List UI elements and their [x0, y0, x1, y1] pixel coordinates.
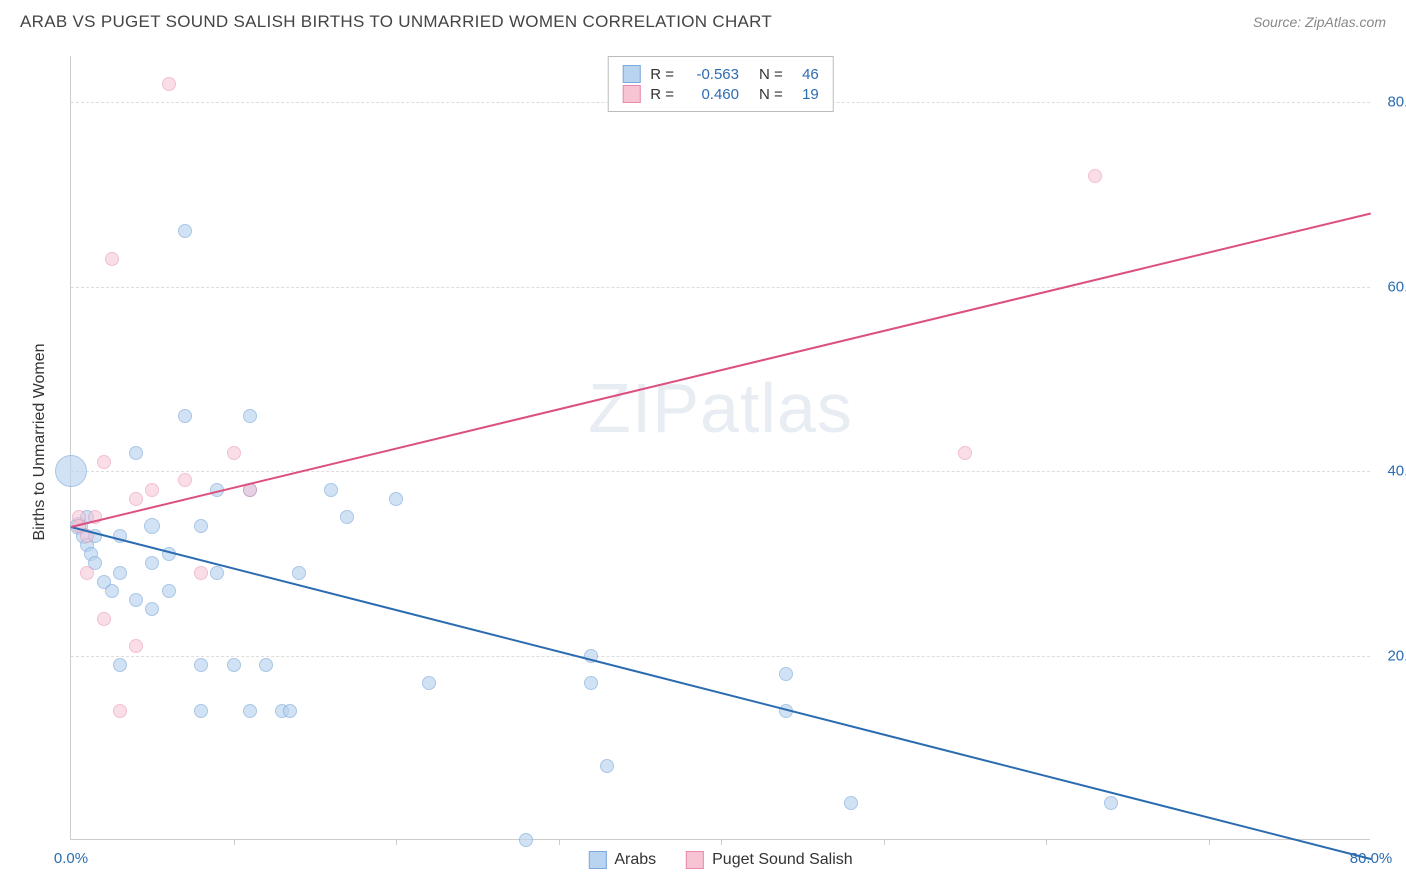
source-label: Source: ZipAtlas.com — [1253, 14, 1386, 30]
legend-n-value: 46 — [793, 66, 819, 83]
data-point — [422, 676, 436, 690]
xtick — [1209, 839, 1210, 845]
data-point — [844, 796, 858, 810]
data-point — [129, 639, 143, 653]
legend-r-label: R = — [650, 66, 674, 83]
watermark: ZIPatlas — [588, 368, 853, 448]
xtick — [1046, 839, 1047, 845]
legend-series-item: Puget Sound Salish — [686, 851, 853, 869]
xtick — [884, 839, 885, 845]
watermark-bold: ZIP — [588, 369, 700, 447]
y-axis-label: Births to Unmarried Women — [31, 343, 49, 540]
data-point — [340, 510, 354, 524]
legend-stat-row: R = 0.460 N = 19 — [622, 85, 819, 103]
data-point — [292, 566, 306, 580]
legend-swatch — [588, 851, 606, 869]
legend-swatch — [622, 65, 640, 83]
data-point — [194, 658, 208, 672]
legend-r-label: R = — [650, 86, 674, 103]
chart-title: ARAB VS PUGET SOUND SALISH BIRTHS TO UNM… — [20, 12, 772, 32]
ytick-label: 20.0% — [1375, 647, 1406, 664]
data-point — [194, 566, 208, 580]
grid-line — [71, 471, 1370, 472]
data-point — [145, 483, 159, 497]
data-point — [113, 566, 127, 580]
data-point — [178, 473, 192, 487]
data-point — [113, 704, 127, 718]
data-point — [210, 566, 224, 580]
data-point — [145, 556, 159, 570]
data-point — [113, 658, 127, 672]
data-point — [389, 492, 403, 506]
data-point — [178, 409, 192, 423]
data-point — [600, 759, 614, 773]
legend-n-value: 19 — [793, 86, 819, 103]
data-point — [519, 833, 533, 847]
xtick — [396, 839, 397, 845]
watermark-light: atlas — [700, 369, 853, 447]
data-point — [105, 252, 119, 266]
legend-n-label: N = — [759, 66, 783, 83]
data-point — [243, 704, 257, 718]
xtick — [559, 839, 560, 845]
plot-area: ZIPatlas R =-0.563N =46R =0.460N =19 Ara… — [70, 56, 1370, 840]
data-point — [145, 602, 159, 616]
data-point — [80, 566, 94, 580]
legend-n-label: N = — [759, 86, 783, 103]
data-point — [97, 455, 111, 469]
xtick — [721, 839, 722, 845]
grid-line — [71, 656, 1370, 657]
data-point — [243, 409, 257, 423]
data-point — [779, 667, 793, 681]
legend-swatch — [622, 85, 640, 103]
ytick-label: 60.0% — [1375, 278, 1406, 295]
trend-line — [71, 526, 1371, 860]
data-point — [162, 584, 176, 598]
legend-series-label: Arabs — [614, 851, 656, 869]
data-point — [259, 658, 273, 672]
data-point — [144, 518, 160, 534]
data-point — [162, 77, 176, 91]
data-point — [227, 446, 241, 460]
legend-swatch — [686, 851, 704, 869]
data-point — [129, 492, 143, 506]
grid-line — [71, 287, 1370, 288]
ytick-label: 40.0% — [1375, 463, 1406, 480]
ytick-label: 80.0% — [1375, 94, 1406, 111]
data-point — [324, 483, 338, 497]
data-point — [105, 584, 119, 598]
legend-series-item: Arabs — [588, 851, 656, 869]
trend-line — [71, 213, 1371, 529]
data-point — [1104, 796, 1118, 810]
legend-r-value: -0.563 — [684, 66, 739, 83]
legend-stat-row: R = -0.563 N = 46 — [622, 65, 819, 83]
xtick — [234, 839, 235, 845]
data-point — [97, 612, 111, 626]
legend-series-label: Puget Sound Salish — [712, 851, 853, 869]
data-point — [194, 519, 208, 533]
data-point — [178, 224, 192, 238]
data-point — [958, 446, 972, 460]
data-point — [227, 658, 241, 672]
data-point — [584, 676, 598, 690]
chart-container: Births to Unmarried Women ZIPatlas R =-0… — [50, 42, 1386, 842]
data-point — [194, 704, 208, 718]
legend-r-value: 0.460 — [684, 86, 739, 103]
legend-stats: R = -0.563 N = 46 R = 0.460 N = 19 — [607, 56, 834, 112]
data-point — [129, 593, 143, 607]
legend-series: Arabs Puget Sound Salish — [588, 851, 852, 869]
xtick-label: 0.0% — [54, 850, 88, 867]
data-point — [1088, 169, 1102, 183]
data-point — [55, 455, 87, 487]
data-point — [283, 704, 297, 718]
data-point — [129, 446, 143, 460]
